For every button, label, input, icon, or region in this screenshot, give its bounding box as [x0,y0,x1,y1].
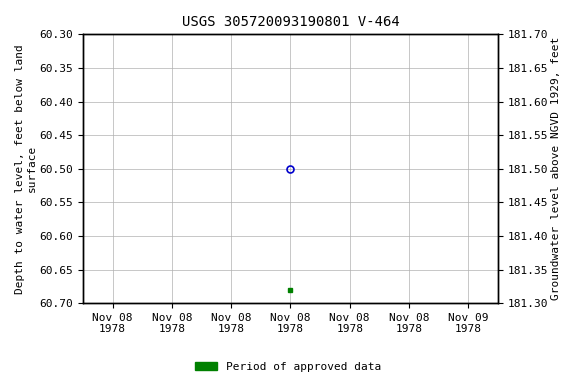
Y-axis label: Depth to water level, feet below land
surface: Depth to water level, feet below land su… [15,44,37,294]
Y-axis label: Groundwater level above NGVD 1929, feet: Groundwater level above NGVD 1929, feet [551,37,561,300]
Legend: Period of approved data: Period of approved data [191,358,385,377]
Title: USGS 305720093190801 V-464: USGS 305720093190801 V-464 [181,15,399,29]
